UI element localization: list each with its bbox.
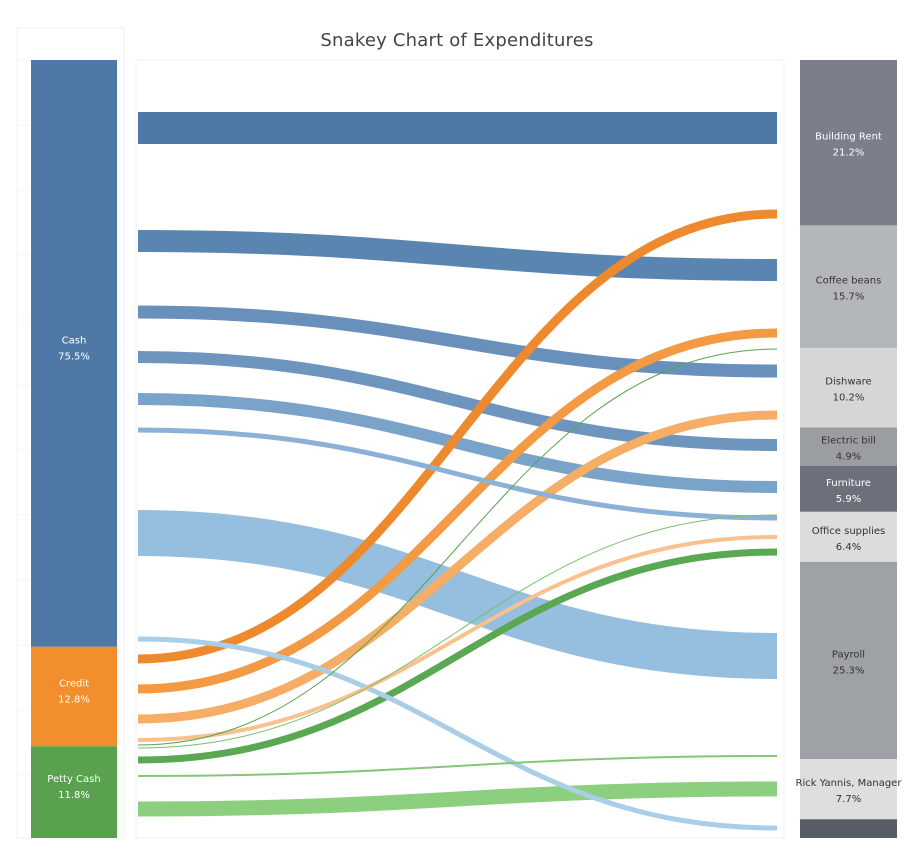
target-label-rick-yannis-manager: Rick Yannis, Manager xyxy=(796,778,903,789)
target-bar-office-supplies xyxy=(800,511,897,562)
chart-title: Snakey Chart of Expenditures xyxy=(320,30,594,51)
target-label-office-supplies: Office supplies xyxy=(812,526,886,537)
flow-cash-to-dishware-2 xyxy=(137,305,778,378)
target-label-dishware: Dishware xyxy=(825,377,871,388)
source-label-credit: Credit xyxy=(59,679,89,690)
target-label-coffee-beans: Coffee beans xyxy=(816,276,882,287)
target-label-electric-bill: Electric bill xyxy=(821,436,876,447)
source-percent-credit: 12.8% xyxy=(58,695,90,706)
source-label-cash: Cash xyxy=(62,335,87,346)
target-bar-coffee-beans xyxy=(800,225,897,348)
target-bar-furniture xyxy=(800,465,897,512)
target-percent-coffee-beans: 15.7% xyxy=(833,292,865,303)
source-label-petty-cash: Petty Cash xyxy=(47,774,100,785)
flow-cash-to-payroll-6 xyxy=(137,510,778,679)
flow-cash-to-office-supplies-5 xyxy=(137,427,778,521)
target-label-furniture: Furniture xyxy=(826,478,871,489)
target-percent-dishware: 10.2% xyxy=(833,393,865,404)
target-label-building-rent: Building Rent xyxy=(815,132,882,143)
source-bar-credit xyxy=(31,646,117,747)
flow-petty-cash-to-furniture-13 xyxy=(137,514,778,749)
target-percent-rick-yannis-manager: 7.7% xyxy=(836,794,861,805)
flow-petty-cash-to-dishware-12 xyxy=(137,348,778,746)
flow-pane-frame xyxy=(135,59,785,839)
target-percent-furniture: 5.9% xyxy=(836,494,861,505)
flow-petty-cash-to-rick-yannis-manager-16 xyxy=(137,781,778,817)
flow-cash-to-rick-yannis-manager-7 xyxy=(137,636,778,831)
flow-cash-to-electric-bill-3 xyxy=(137,351,778,451)
flow-petty-cash-to-rick-yannis-manager-15 xyxy=(137,755,778,777)
target-label-payroll: Payroll xyxy=(832,649,865,660)
target-bar-payroll xyxy=(800,561,897,760)
target-bar-electric-bill xyxy=(800,427,897,466)
source-bar-cash xyxy=(31,60,117,647)
target-bar-building-rent xyxy=(800,60,897,226)
target-bar-rick-yannis-manager xyxy=(800,759,897,820)
target-bar-dishware xyxy=(800,347,897,428)
target-percent-electric-bill: 4.9% xyxy=(836,452,861,463)
target-percent-building-rent: 21.2% xyxy=(833,148,865,159)
target-percent-payroll: 25.3% xyxy=(833,665,865,676)
source-bar-petty-cash xyxy=(31,746,117,838)
source-percent-petty-cash: 11.8% xyxy=(58,790,90,801)
flow-credit-to-electric-bill-10 xyxy=(137,410,778,724)
source-percent-cash: 75.5% xyxy=(58,351,90,362)
target-bar-other xyxy=(800,819,897,838)
flow-credit-to-office-supplies-11 xyxy=(137,535,778,742)
flow-credit-to-coffee-beans-8 xyxy=(137,209,778,664)
target-percent-office-supplies: 6.4% xyxy=(836,542,861,553)
flow-credit-to-dishware-9 xyxy=(137,328,778,694)
flow-cash-to-coffee-beans-1 xyxy=(137,230,778,281)
flow-petty-cash-to-office-supplies-14 xyxy=(137,548,778,764)
